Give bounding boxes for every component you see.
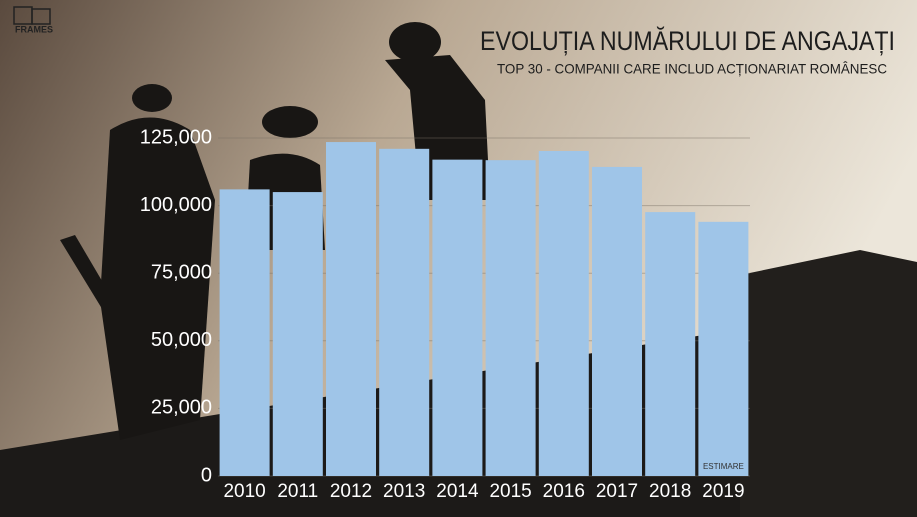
- bar: [538, 150, 589, 477]
- x-tick-label: 2013: [383, 481, 425, 502]
- bar: [272, 192, 323, 476]
- x-tick-label: 2015: [489, 481, 531, 502]
- bar: [379, 148, 430, 477]
- logo: FRAMES: [13, 6, 53, 34]
- y-tick-label: 25,000: [151, 397, 212, 419]
- bar: [645, 212, 696, 476]
- x-tick-label: 2012: [330, 481, 372, 502]
- x-tick-label: 2019: [702, 481, 744, 502]
- x-tick-label: 2011: [277, 481, 318, 502]
- y-tick-label: 100,000: [140, 194, 212, 216]
- logo-text: FRAMES: [15, 24, 53, 34]
- y-tick-label: 125,000: [140, 126, 212, 148]
- bar: [698, 221, 749, 476]
- bar: [219, 189, 270, 476]
- chart-subtitle: TOP 30 - COMPANII CARE INCLUD ACȚIONARIA…: [497, 61, 887, 77]
- annotation: ESTIMARE: [703, 462, 744, 471]
- x-tick-label: 2017: [596, 481, 638, 502]
- bar: [325, 142, 377, 476]
- bar: [591, 166, 643, 476]
- x-tick-label: 2010: [223, 481, 265, 502]
- y-tick-label: 0: [201, 464, 212, 486]
- bar: [485, 160, 536, 477]
- y-tick-label: 50,000: [151, 329, 212, 351]
- x-tick-label: 2016: [543, 481, 585, 502]
- bar: [432, 159, 483, 476]
- x-tick-label: 2018: [649, 481, 691, 502]
- x-tick-label: 2014: [436, 481, 479, 502]
- chart-title: EVOLUȚIA NUMĂRULUI DE ANGAJAȚI: [480, 26, 895, 56]
- y-tick-label: 75,000: [151, 261, 212, 283]
